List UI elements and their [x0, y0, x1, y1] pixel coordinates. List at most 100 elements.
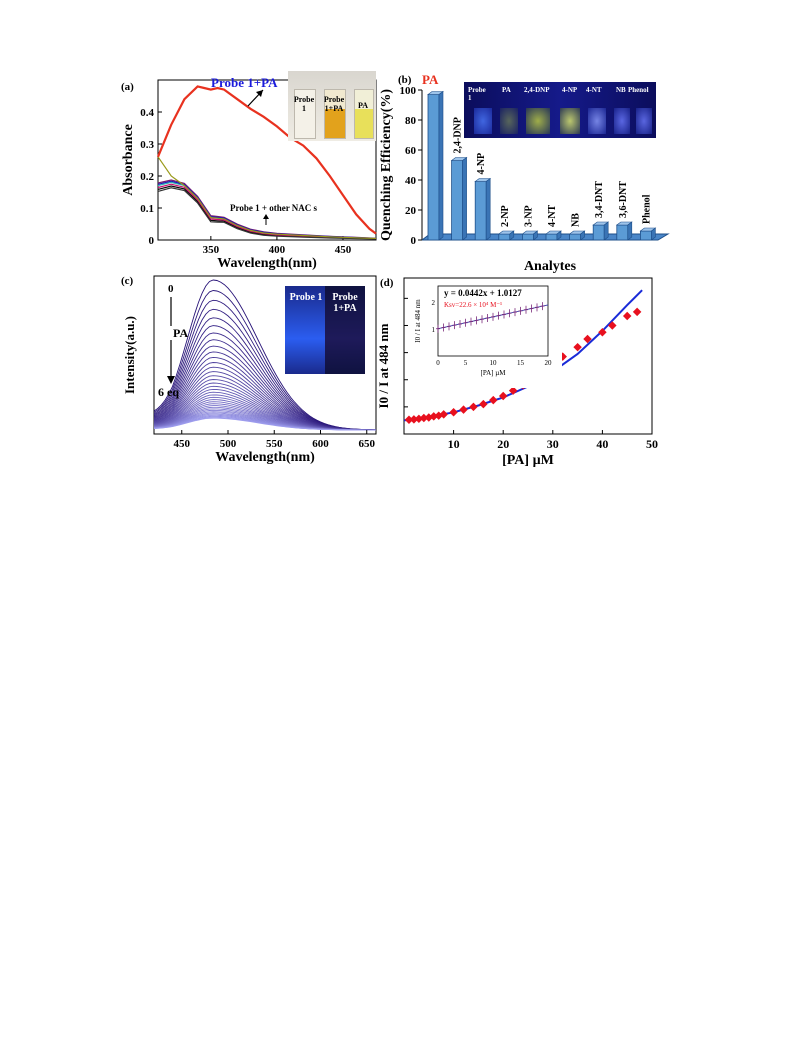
panel-d: 10 20 30 40 50 [PA] µM I0 / I at 484 nm (d) 0 5 10… [376, 270, 678, 480]
data-point [459, 405, 468, 414]
emission-spectrum-line [153, 417, 376, 431]
y-tick-label: 0.1 [140, 203, 154, 215]
y-tick-label: 80 [405, 115, 417, 127]
y-tick-label: 0.4 [140, 107, 154, 119]
bar [569, 233, 582, 241]
panel-letter: (a) [121, 81, 134, 93]
y-tick-label: 100 [400, 85, 417, 97]
photo-b-label-4nt: 4-NT [586, 86, 602, 94]
quenching-bar-chart: 0 20 40 60 80 100 2,4-DNP 4-NP 2-NP 3-NP 4-NT NB 3,4… [379, 72, 670, 274]
vial-photo-a: Probe 1 Probe 1+PA PA [288, 71, 376, 141]
panel-a: 0 0.1 0.2 0.3 0.4 350 400 450 Wavelength(nm) Abso… [118, 68, 378, 278]
y-axis-label: Absorbance [121, 124, 136, 196]
y-tick-label: 40 [405, 175, 417, 187]
annotation-zero: 0 [168, 283, 174, 295]
x-tick-label: 350 [203, 244, 220, 256]
inset-y-tick-label: 2 [432, 299, 436, 307]
inset-y-tick-label: 1 [432, 326, 436, 334]
bar [545, 233, 558, 241]
bar [521, 233, 534, 241]
photo-b-label-probe1: Probe 1 [468, 86, 486, 102]
bar [427, 94, 440, 241]
photo-b-label-pa: PA [502, 86, 511, 94]
bar-side [438, 90, 444, 241]
bar-side [651, 227, 656, 241]
data-point [573, 342, 582, 352]
photo-c-label-probe1pa: Probe 1+PA [332, 292, 358, 314]
arrow-head [256, 90, 263, 97]
data-point [498, 391, 508, 401]
photo-b-label-phenol: Phenol [628, 86, 649, 94]
bar-side [533, 230, 538, 241]
inset-ksv: Ksv=22.6 × 10⁴ M⁻¹ [444, 301, 502, 309]
data-point [449, 408, 458, 417]
x-tick-label: 30 [547, 437, 559, 451]
bar [451, 160, 463, 241]
y-tick-label: 0.2 [140, 171, 154, 183]
absorbance-chart: 0 0.1 0.2 0.3 0.4 350 400 450 Wavelength(nm) Abso… [121, 75, 377, 271]
vial-photo-c: Probe 1 Probe 1+PA [285, 286, 365, 374]
x-axis-label: Analytes [524, 259, 577, 274]
photo-label-probe1: Probe 1 [293, 95, 315, 113]
bar-category-label: 3,6-DNT [618, 181, 629, 218]
bar [498, 233, 511, 241]
bar-category-label: 3,4-DNT [594, 181, 605, 218]
bar-side [556, 230, 562, 241]
label-bg [164, 326, 184, 340]
y-tick-label: 20 [405, 205, 417, 217]
plot-frame [403, 277, 653, 435]
bar-side [485, 177, 491, 241]
inset-equation: y = 0.0442x + 1.0127 [444, 288, 522, 298]
bar-side [580, 230, 585, 241]
bar [639, 230, 652, 241]
series-other-nac-line [157, 187, 377, 240]
y-tick-label: 0.3 [140, 139, 154, 151]
x-tick-label: 50 [646, 437, 658, 451]
x-axis-label: [PA] µM [502, 453, 554, 468]
photo-c-label-probe1: Probe 1 [289, 292, 323, 303]
bar-category-label: 4-NP [476, 153, 487, 175]
panel-letter: (d) [380, 277, 394, 289]
annotation-6eq: 6 eq [158, 385, 179, 399]
bar-category-label: 4-NT [547, 204, 558, 227]
data-point [469, 402, 478, 412]
photo-label-probe1pa: Probe 1+PA [323, 95, 345, 113]
x-tick-label: 10 [448, 437, 460, 451]
bar-category-label: NB [571, 213, 582, 227]
stern-volmer-chart: 10 20 30 40 50 [PA] µM I0 / I at 484 nm (d) 0 5 10… [376, 277, 658, 468]
vial-photo-b: Probe 1 PA 2,4-DNP 4-NP 4-NT NB Phenol [464, 82, 656, 138]
photo-b-label-24dnp: 2,4-DNP [524, 86, 550, 94]
data-point [598, 328, 607, 337]
inset-x-label: [PA] µM [481, 369, 507, 377]
x-tick-label: 40 [596, 437, 608, 451]
bar [474, 181, 487, 241]
y-tick-label: 60 [405, 145, 417, 157]
panel-letter: (c) [121, 275, 134, 287]
x-tick-label: 400 [269, 244, 286, 256]
x-axis-label: Wavelength(nm) [215, 450, 315, 465]
x-tick-label: 600 [312, 438, 329, 450]
x-tick-label: 650 [359, 438, 376, 450]
y-axis-label: Quenching Efficiency(%) [379, 89, 394, 241]
y-axis-label: Intensity(a.u.) [122, 316, 137, 394]
inset-y-label: I0 / I at 484 nm [414, 299, 422, 343]
data-point [489, 395, 498, 405]
bar-side [603, 221, 609, 241]
inset-background [408, 284, 562, 388]
arrow-head [263, 214, 269, 219]
fluorescence-chart: 450 500 550 600 650 Wavelength(nm) Intensity(a… [121, 275, 377, 465]
x-tick-label: 450 [174, 438, 191, 450]
bar-category-label: Phenol [641, 194, 652, 224]
data-point [622, 311, 632, 321]
data-point [479, 399, 488, 409]
bar [592, 224, 605, 241]
photo-label-pa: PA [357, 101, 369, 110]
y-tick-label: 0 [411, 235, 417, 247]
data-point [632, 307, 642, 317]
inset-frame [437, 285, 549, 357]
inset-x-tick-label: 0 [436, 359, 440, 367]
annotation-other-nac: Probe 1 + other NAC s [230, 203, 318, 213]
series-probe-pa-line [156, 85, 377, 235]
bar-side [509, 230, 515, 241]
panel-letter: (b) [398, 74, 412, 86]
